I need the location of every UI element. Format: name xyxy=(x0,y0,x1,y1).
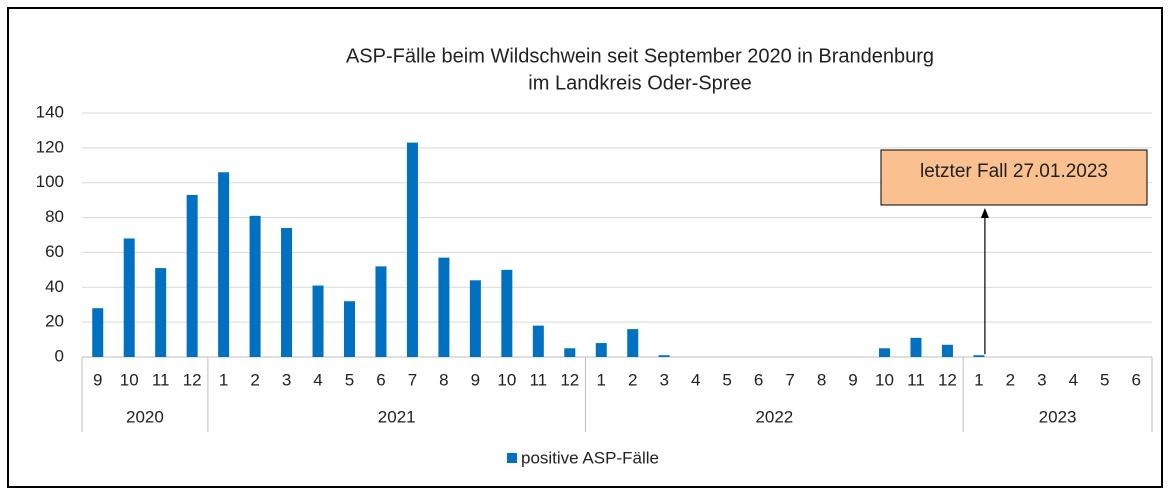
x-tick-label: 12 xyxy=(560,370,579,389)
bar xyxy=(438,257,450,357)
bar xyxy=(312,285,324,357)
bar xyxy=(249,215,261,357)
x-tick-label: 3 xyxy=(659,370,668,389)
x-tick-label: 8 xyxy=(439,370,448,389)
x-tick-label: 9 xyxy=(93,370,102,389)
x-tick-label: 6 xyxy=(1132,370,1141,389)
y-tick-label: 20 xyxy=(45,312,64,331)
bar xyxy=(281,228,293,357)
x-tick-label: 12 xyxy=(183,370,202,389)
x-tick-label: 8 xyxy=(817,370,826,389)
y-tick-label: 140 xyxy=(36,102,64,121)
bar xyxy=(406,142,418,357)
bar xyxy=(910,337,922,357)
annotation-box xyxy=(880,149,1148,206)
x-tick-label: 7 xyxy=(785,370,794,389)
bar xyxy=(564,348,576,357)
x-tick-label: 9 xyxy=(471,370,480,389)
x-tick-label: 11 xyxy=(152,370,170,389)
x-tick-label: 12 xyxy=(938,370,957,389)
y-tick-label: 80 xyxy=(45,207,64,226)
bar xyxy=(186,194,198,357)
bar xyxy=(375,266,387,357)
x-tick-label: 4 xyxy=(691,370,700,389)
legend-swatch xyxy=(507,453,517,463)
y-tick-label: 60 xyxy=(45,242,64,261)
x-tick-label: 11 xyxy=(529,370,547,389)
x-tick-label: 2 xyxy=(250,370,259,389)
bar xyxy=(595,343,607,357)
x-tick-label: 6 xyxy=(376,370,385,389)
bar xyxy=(469,280,481,357)
x-tick-label: 2 xyxy=(628,370,637,389)
x-tick-label: 1 xyxy=(219,370,228,389)
group-label: 2020 xyxy=(126,407,164,426)
x-tick-label: 5 xyxy=(722,370,731,389)
bar xyxy=(155,268,167,357)
bar xyxy=(218,172,230,357)
frame xyxy=(7,7,1163,488)
x-tick-label: 4 xyxy=(313,370,322,389)
bar xyxy=(123,238,135,357)
x-tick-label: 10 xyxy=(497,370,516,389)
y-tick-label: 40 xyxy=(45,277,64,296)
bar xyxy=(941,344,953,357)
bar xyxy=(879,348,890,357)
arrow-head xyxy=(980,208,989,218)
x-tick-label: 6 xyxy=(754,370,763,389)
x-tick-label: 10 xyxy=(875,370,894,389)
bar xyxy=(658,355,670,357)
bar xyxy=(501,269,513,357)
group-label: 2021 xyxy=(378,407,416,426)
group-label: 2022 xyxy=(755,407,793,426)
chart-title: ASP-Fälle beim Wildschwein seit Septembe… xyxy=(346,45,934,67)
x-tick-label: 9 xyxy=(848,370,857,389)
x-tick-label: 1 xyxy=(974,370,983,389)
group-label: 2023 xyxy=(1039,407,1077,426)
legend-label: positive ASP-Fälle xyxy=(521,448,659,467)
x-tick-label: 3 xyxy=(282,370,291,389)
chart-subtitle: im Landkreis Oder-Spree xyxy=(528,72,751,94)
bar xyxy=(627,329,639,357)
bar xyxy=(532,325,544,357)
x-tick-label: 11 xyxy=(907,370,925,389)
x-tick-label: 2 xyxy=(1006,370,1015,389)
x-tick-label: 4 xyxy=(1069,370,1078,389)
y-tick-label: 120 xyxy=(36,137,64,156)
y-tick-label: 100 xyxy=(36,172,64,191)
annotation-text: letzter Fall 27.01.2023 xyxy=(920,161,1108,182)
bar xyxy=(92,308,104,357)
x-tick-label: 5 xyxy=(345,370,354,389)
bar xyxy=(344,301,355,357)
x-tick-label: 10 xyxy=(120,370,139,389)
x-tick-label: 3 xyxy=(1037,370,1046,389)
bar xyxy=(973,355,985,357)
x-tick-label: 7 xyxy=(408,370,417,389)
y-tick-label: 0 xyxy=(55,346,64,365)
x-tick-label: 5 xyxy=(1100,370,1109,389)
x-tick-label: 1 xyxy=(597,370,606,389)
